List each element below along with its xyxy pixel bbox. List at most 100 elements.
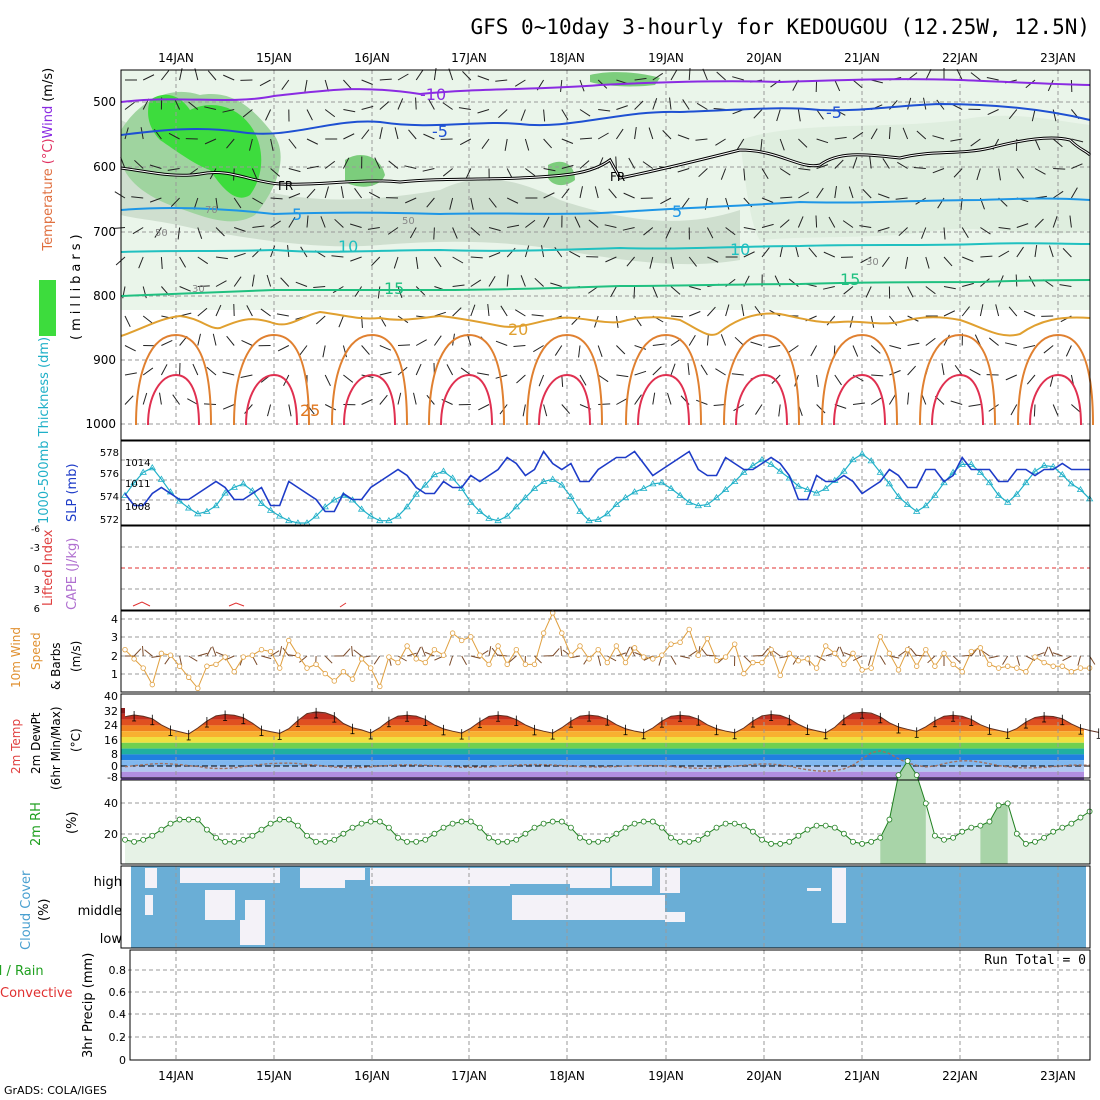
wind-barb xyxy=(538,374,545,387)
wind-barb xyxy=(561,374,564,388)
wind-barb xyxy=(822,286,835,290)
wind-barb xyxy=(1069,215,1072,228)
rh-point xyxy=(704,830,711,837)
upper-air-grid xyxy=(121,70,1090,425)
wind-barb xyxy=(334,218,344,228)
wind-barb xyxy=(161,339,173,346)
isotherm-30-loop xyxy=(833,373,886,426)
thickness-point xyxy=(1022,478,1030,486)
wind-speed-point xyxy=(613,643,620,649)
wind-tick: 1 xyxy=(111,668,118,681)
wind-barb xyxy=(798,191,810,199)
rh-point xyxy=(740,822,747,829)
wind-barb xyxy=(696,102,708,110)
wind-barb xyxy=(342,345,347,358)
wind-barb xyxy=(970,138,981,147)
contour-label: 50 xyxy=(402,216,415,227)
wind-barb xyxy=(212,646,217,657)
wind-speed-point xyxy=(886,650,893,657)
ylabel-wind: Wind xyxy=(41,106,56,139)
wind-speed-point xyxy=(768,646,774,653)
rh-point xyxy=(568,824,574,831)
wind-barb xyxy=(677,168,690,173)
wind-barb xyxy=(460,367,472,376)
wind-barb xyxy=(433,335,442,346)
li-tick: -6 xyxy=(31,525,40,535)
temp-ylabel-line: 2m Temp xyxy=(9,719,23,774)
wind-barb xyxy=(733,404,745,412)
wind-barb xyxy=(660,197,672,205)
bottom-date-label: 20JAN xyxy=(746,1069,782,1083)
wind-barb xyxy=(1002,655,1009,665)
wind-barb xyxy=(815,215,818,228)
wind-barb xyxy=(516,374,526,384)
wind-barb xyxy=(579,374,587,386)
wind-barb xyxy=(897,161,908,169)
wind-barb xyxy=(842,220,854,228)
thickness-point xyxy=(203,507,211,514)
wind-barb xyxy=(406,652,417,657)
wind-barb xyxy=(681,197,690,209)
wind-barb xyxy=(669,97,672,110)
thickness-point xyxy=(849,455,857,463)
wind-barb xyxy=(270,138,274,151)
wind-barb xyxy=(634,77,647,81)
wind-barb xyxy=(160,364,168,376)
wind-barb xyxy=(361,345,370,355)
wind-barb xyxy=(387,227,399,235)
precip-tick: 0.6 xyxy=(109,986,127,999)
wind-barb xyxy=(625,646,631,657)
wind-barb xyxy=(393,256,399,269)
wind-barb xyxy=(848,186,854,199)
rh-point xyxy=(449,820,456,827)
wind-barb xyxy=(350,256,362,262)
wind-speed-point xyxy=(659,652,665,658)
wind-barb xyxy=(561,109,569,121)
wind-barb xyxy=(288,138,297,149)
wind-speed-point xyxy=(349,676,356,682)
wind-barb xyxy=(397,286,403,299)
clear-sky-segment xyxy=(665,912,685,922)
10m-wind-speed-markers xyxy=(122,610,1093,692)
wind-barb xyxy=(477,372,490,376)
wind-barb xyxy=(222,404,235,410)
wind-barb xyxy=(888,126,891,140)
wind-speed-point xyxy=(477,652,483,658)
wind-barb xyxy=(889,345,902,350)
wind-barb xyxy=(921,227,927,239)
wind-barb xyxy=(249,138,253,151)
rh-point xyxy=(640,818,647,825)
wind-barb xyxy=(277,345,290,352)
wind-barb xyxy=(860,256,872,264)
wind-barb xyxy=(313,286,326,289)
isotherm-30-loop xyxy=(538,373,591,426)
pressure-tick: 500 xyxy=(93,95,116,109)
wind-barb xyxy=(295,281,308,287)
rh-point xyxy=(841,830,847,837)
rh-point xyxy=(131,838,138,845)
wind-barb xyxy=(452,256,464,264)
wind-barb xyxy=(1034,138,1041,151)
contour-label: 5 xyxy=(672,202,682,221)
wind-barb xyxy=(1071,404,1081,413)
contour-label: -5 xyxy=(432,122,448,141)
wind-barb xyxy=(233,197,242,209)
rh-point xyxy=(395,834,401,841)
wind-barb xyxy=(434,311,446,317)
wind-barb xyxy=(552,648,560,657)
wind-barb xyxy=(688,256,697,267)
thickness-point xyxy=(439,467,448,474)
wind-speed-point xyxy=(777,672,783,679)
rh-point xyxy=(595,838,602,845)
wind-barb xyxy=(215,304,222,317)
top-date-label: 21JAN xyxy=(844,51,880,65)
wind-barb xyxy=(771,649,781,657)
wind-barb xyxy=(898,227,908,237)
thickness-ylabel: 1000-500mb Thickness (dm) xyxy=(37,337,52,524)
wind-speed-point xyxy=(741,670,747,677)
wind-barb xyxy=(725,227,736,236)
pressure-tick: 900 xyxy=(93,353,116,367)
wind-barb xyxy=(488,275,496,287)
wind-barb xyxy=(643,227,654,236)
rh-point xyxy=(968,824,975,831)
